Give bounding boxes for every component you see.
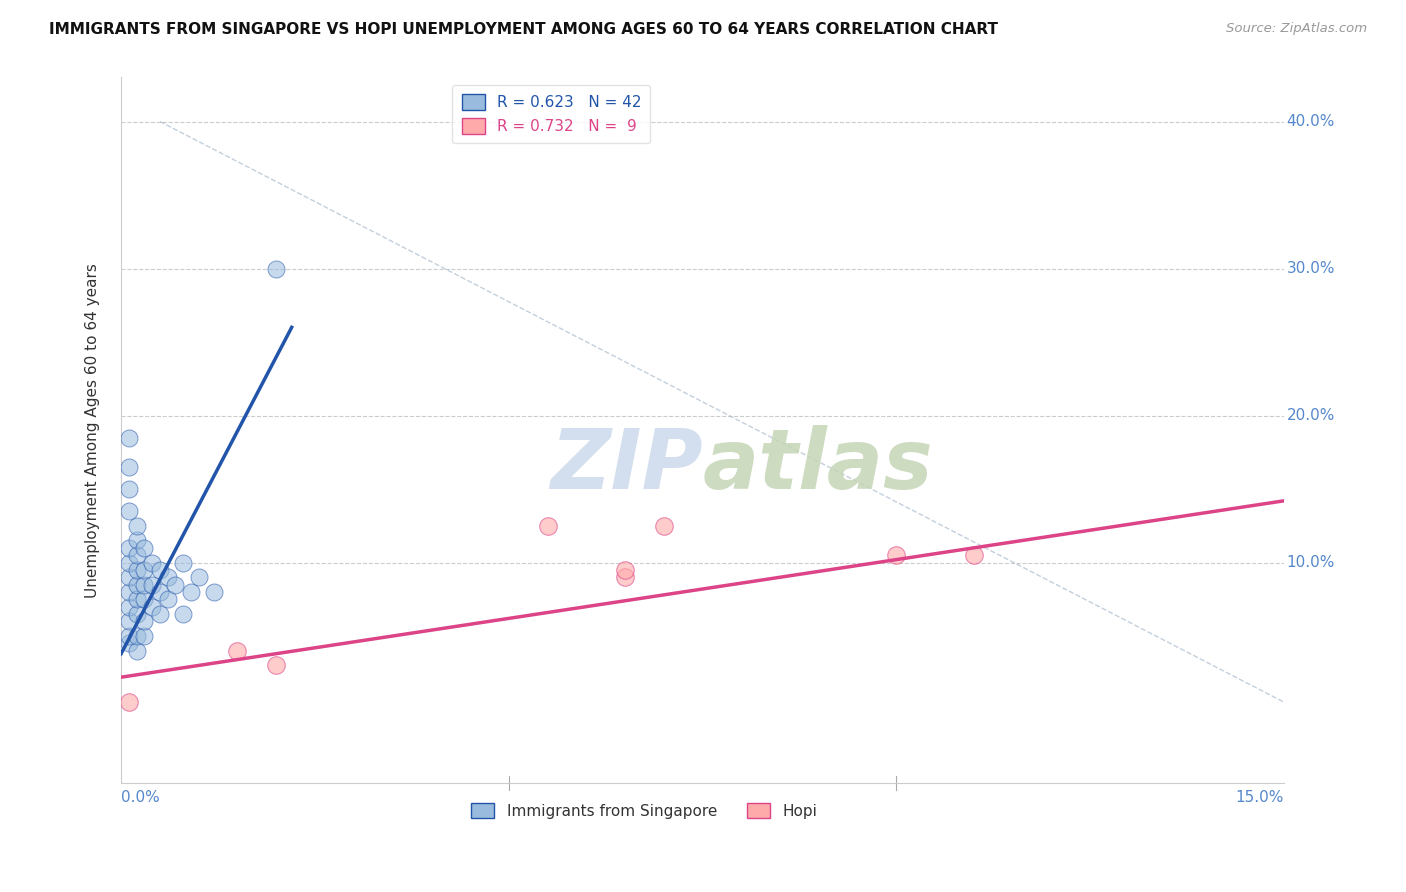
Point	[180, 585, 202, 599]
Point	[264, 261, 287, 276]
Point	[118, 599, 141, 614]
Point	[652, 518, 675, 533]
Point	[172, 607, 194, 621]
Y-axis label: Unemployment Among Ages 60 to 64 years: Unemployment Among Ages 60 to 64 years	[86, 263, 100, 598]
Point	[134, 563, 156, 577]
Point	[141, 599, 163, 614]
Point	[172, 556, 194, 570]
Point	[141, 577, 163, 591]
Point	[118, 482, 141, 496]
Point	[118, 541, 141, 555]
Legend: Immigrants from Singapore, Hopi: Immigrants from Singapore, Hopi	[465, 797, 824, 825]
Point	[118, 695, 141, 709]
Point	[165, 577, 187, 591]
Point	[118, 556, 141, 570]
Point	[134, 615, 156, 629]
Point	[614, 570, 637, 584]
Point	[614, 563, 637, 577]
Point	[125, 518, 148, 533]
Point	[202, 585, 225, 599]
Point	[963, 548, 986, 562]
Point	[187, 570, 209, 584]
Point	[149, 607, 172, 621]
Point	[156, 592, 179, 607]
Point	[134, 577, 156, 591]
Text: 10.0%: 10.0%	[1286, 555, 1334, 570]
Point	[149, 585, 172, 599]
Text: atlas: atlas	[703, 425, 934, 506]
Text: 40.0%: 40.0%	[1286, 114, 1334, 129]
Point	[118, 431, 141, 445]
Text: 30.0%: 30.0%	[1286, 261, 1334, 276]
Point	[125, 548, 148, 562]
Point	[118, 585, 141, 599]
Point	[134, 592, 156, 607]
Point	[118, 629, 141, 643]
Text: Source: ZipAtlas.com: Source: ZipAtlas.com	[1226, 22, 1367, 36]
Point	[118, 460, 141, 475]
Point	[226, 644, 249, 658]
Point	[118, 570, 141, 584]
Point	[118, 636, 141, 650]
Point	[125, 592, 148, 607]
Point	[141, 556, 163, 570]
Point	[149, 563, 172, 577]
Point	[134, 541, 156, 555]
Point	[134, 629, 156, 643]
Point	[125, 577, 148, 591]
Point	[156, 570, 179, 584]
Text: ZIP: ZIP	[550, 425, 703, 506]
Point	[118, 615, 141, 629]
Point	[125, 563, 148, 577]
Point	[125, 644, 148, 658]
Point	[125, 629, 148, 643]
Text: 20.0%: 20.0%	[1286, 408, 1334, 423]
Text: 15.0%: 15.0%	[1236, 790, 1284, 805]
Point	[125, 607, 148, 621]
Point	[264, 658, 287, 673]
Point	[118, 504, 141, 518]
Text: 0.0%: 0.0%	[121, 790, 160, 805]
Point	[125, 533, 148, 548]
Point	[886, 548, 908, 562]
Text: IMMIGRANTS FROM SINGAPORE VS HOPI UNEMPLOYMENT AMONG AGES 60 TO 64 YEARS CORRELA: IMMIGRANTS FROM SINGAPORE VS HOPI UNEMPL…	[49, 22, 998, 37]
Point	[536, 518, 558, 533]
